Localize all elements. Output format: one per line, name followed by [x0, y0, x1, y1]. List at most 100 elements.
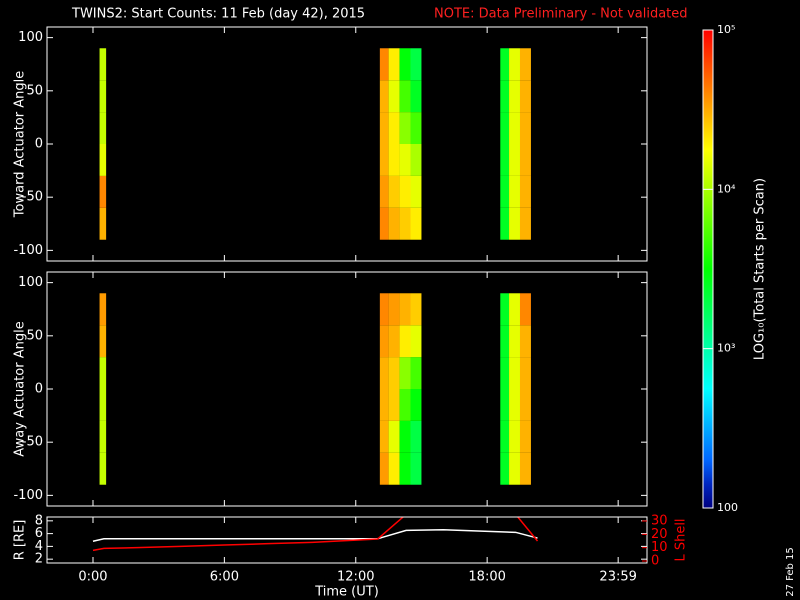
colorbar-tick-label: 100	[717, 501, 738, 514]
heat-cell	[410, 207, 422, 240]
y-tick-label: 4	[35, 539, 43, 554]
heat-cell	[410, 357, 422, 389]
heat-cell	[509, 48, 520, 81]
heat-cell	[519, 420, 531, 453]
heat-cell	[509, 357, 520, 389]
colorbar-tick-label: 10⁴	[717, 182, 736, 195]
heat-cell	[388, 144, 400, 176]
heat-cell	[410, 293, 422, 326]
heat-cell	[410, 80, 422, 113]
heat-cell	[388, 357, 400, 389]
heat-cell	[99, 80, 107, 113]
x-tick-label: 18:00	[468, 570, 505, 585]
y-tick-label: 50	[26, 83, 43, 98]
y2-tick-label: 30	[651, 514, 668, 529]
heat-cell	[99, 144, 107, 176]
date-stamp: 27 Feb 15	[785, 547, 796, 597]
heat-cell	[388, 293, 400, 326]
heat-cell	[388, 80, 400, 113]
heat-cell	[500, 420, 510, 453]
y2-axis-label: L Shell	[674, 518, 689, 561]
y-tick-label: 0	[35, 382, 43, 397]
heat-cell	[399, 207, 411, 240]
heat-cell	[388, 389, 400, 421]
heat-cell	[379, 420, 389, 453]
note: NOTE: Data Preliminary - Not validated	[434, 7, 688, 22]
heat-cell	[509, 112, 520, 144]
heat-cell	[519, 175, 531, 208]
x-axis-label: Time (UT)	[314, 585, 379, 600]
heat-cell	[399, 389, 411, 421]
y-tick-label: 8	[35, 513, 43, 528]
heat-cell	[500, 207, 510, 240]
colorbar-tick-label: 10⁵	[717, 23, 735, 36]
heat-cell	[410, 452, 422, 485]
heat-cell	[410, 420, 422, 453]
heat-cell	[388, 48, 400, 81]
heat-cell	[388, 420, 400, 453]
heat-cell	[500, 293, 510, 326]
heat-cell	[99, 357, 107, 389]
heat-cell	[399, 112, 411, 144]
heat-cell	[99, 325, 107, 358]
heat-cell	[509, 80, 520, 113]
heat-cell	[99, 293, 107, 326]
heat-cell	[399, 144, 411, 176]
heat-cell	[379, 80, 389, 113]
heat-cell	[509, 293, 520, 326]
heat-cell	[519, 112, 531, 144]
heat-cell	[500, 452, 510, 485]
heat-cell	[399, 420, 411, 453]
colorbar-tick-label: 10³	[717, 342, 735, 355]
heat-cell	[399, 325, 411, 358]
plot-frame	[46, 516, 648, 564]
heat-cell	[509, 175, 520, 208]
heat-cell	[500, 357, 510, 389]
y2-tick-label: 20	[651, 527, 668, 542]
heat-cell	[399, 48, 411, 81]
y2-tick-label: 0	[651, 554, 659, 569]
y-tick-label: 100	[18, 30, 43, 45]
heat-cell	[399, 452, 411, 485]
heat-cell	[509, 144, 520, 176]
y-tick-label: -100	[13, 488, 43, 503]
heat-cell	[379, 389, 389, 421]
heat-cell	[410, 112, 422, 144]
y-tick-label: -50	[22, 435, 43, 450]
heat-cell	[500, 325, 510, 358]
heat-cell	[99, 452, 107, 485]
heat-cell	[410, 175, 422, 208]
heat-cell	[509, 420, 520, 453]
y-tick-label: 6	[35, 526, 43, 541]
series-line	[92, 529, 538, 543]
heat-cell	[519, 80, 531, 113]
heat-cell	[509, 207, 520, 240]
x-tick-label: 12:00	[337, 570, 374, 585]
heat-cell	[379, 112, 389, 144]
heat-cell	[379, 48, 389, 81]
y-axis-label: R [RE]	[13, 520, 28, 561]
heat-cell	[379, 357, 389, 389]
heat-cell	[379, 325, 389, 358]
heat-cell	[500, 48, 510, 81]
y-axis-label: Away Actuator Angle	[13, 321, 28, 456]
heat-cell	[99, 420, 107, 453]
heat-cell	[410, 48, 422, 81]
heat-cell	[509, 325, 520, 358]
heat-cell	[519, 325, 531, 358]
heat-cell	[410, 389, 422, 421]
heat-cell	[519, 144, 531, 176]
line-group	[92, 517, 539, 552]
y-tick-label: 0	[35, 137, 43, 152]
heat-cell	[509, 452, 520, 485]
heat-cell	[399, 357, 411, 389]
heat-cell	[509, 389, 520, 421]
y-tick-label: -100	[13, 243, 43, 258]
heat-cell	[399, 80, 411, 113]
heat-cell	[99, 389, 107, 421]
heat-cell	[399, 175, 411, 208]
heat-cell	[519, 389, 531, 421]
heat-cell	[500, 80, 510, 113]
chart-title: TWINS2: Start Counts: 11 Feb (day 42), 2…	[71, 7, 365, 22]
